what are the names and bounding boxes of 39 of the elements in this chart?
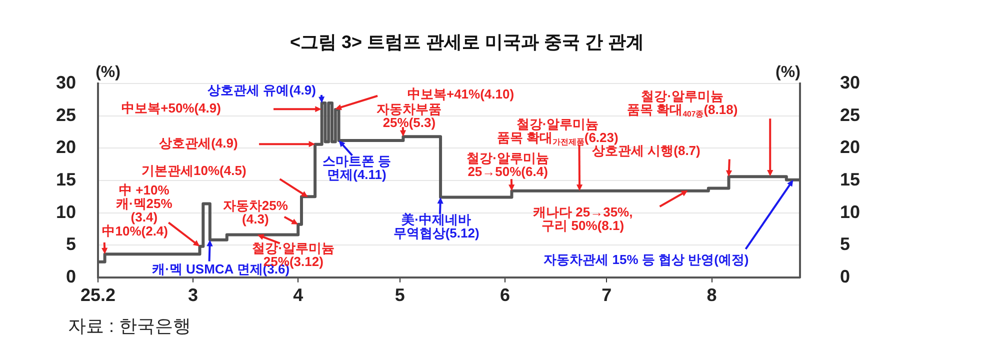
x-tick-label: 8: [706, 285, 717, 306]
y-tick-label: 5: [66, 234, 76, 254]
annotation: 中보복+50%(4.9): [122, 100, 221, 116]
y2-tick-label: 30: [840, 72, 860, 93]
y2-tick-label: 15: [840, 169, 860, 190]
chart-title: <그림 3> 트럼프 관세로 미국과 중국 간 관계: [290, 32, 644, 52]
annotation: 美·中제네바 무역협상(5.12): [393, 212, 480, 241]
x-tick-label: 3: [188, 285, 198, 306]
annotation: 中 +10% 캐·멕25% (3.4): [116, 182, 173, 225]
y-tick-label: 15: [56, 169, 76, 190]
y-axis-title: (%): [96, 64, 120, 82]
annotation: 상호관세 유예(4.9): [208, 82, 316, 98]
annotation: 자동차25% (4.3): [222, 198, 288, 226]
text: 자료 : 한국은행: [68, 316, 192, 336]
y-tick-label: 20: [56, 137, 76, 158]
annotation: 자동차부품 25%(5.3): [376, 102, 442, 130]
x-tick-label: 4: [293, 285, 304, 306]
x-tick-label: 7: [602, 285, 612, 306]
y-tick-label: 25: [56, 104, 76, 125]
y-tick-label: 0: [66, 266, 76, 286]
y2-tick-label: 0: [840, 266, 850, 286]
y-tick-label: 10: [56, 202, 76, 222]
annotation: 기본관세10%(4.5): [142, 163, 246, 178]
annotation: 철강·알루미늄 25→50%(6.4): [466, 150, 549, 180]
annotation: 자동차관세 15% 등 협상 반영(예정): [544, 252, 749, 267]
annotation: 中10%(2.4): [102, 224, 168, 239]
annotation: 상호관세(4.9): [159, 136, 238, 151]
annotation: 캐나다 25→35%, 구리 50%(8.1): [533, 204, 633, 234]
y2-tick-label: 20: [840, 137, 860, 158]
y2-tick-label: 10: [840, 202, 860, 222]
annotation: 中보복+41%(4.10): [407, 86, 514, 102]
y2-axis-title: (%): [776, 64, 800, 82]
y-tick-label: 30: [56, 72, 76, 93]
y2-tick-label: 5: [840, 234, 850, 254]
annotation: 스마트폰 등 면제(4.11): [322, 154, 392, 182]
x-tick-label: 25.2: [80, 285, 116, 306]
y2-tick-label: 25: [840, 104, 860, 125]
x-tick-label: 5: [394, 285, 405, 306]
x-tick-label: 6: [500, 285, 510, 306]
